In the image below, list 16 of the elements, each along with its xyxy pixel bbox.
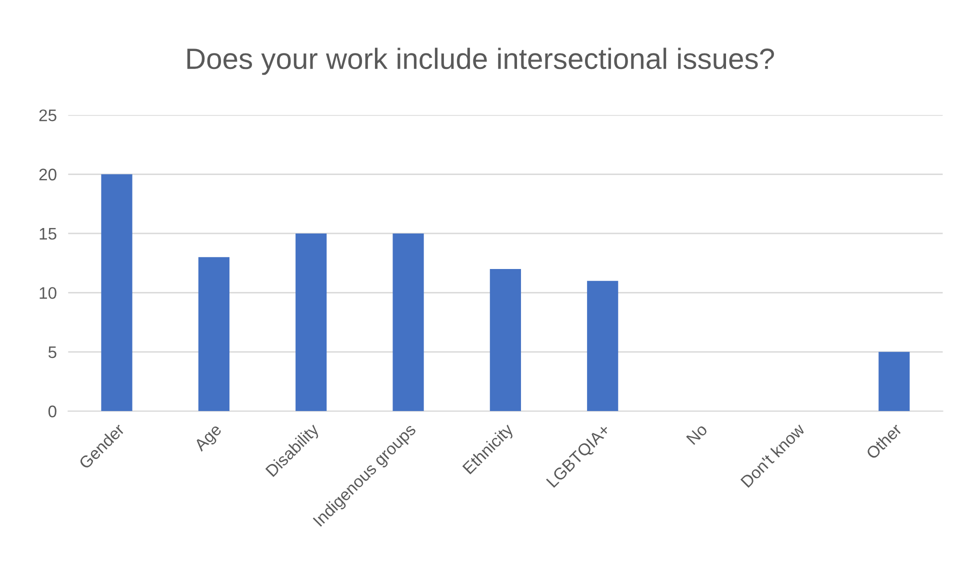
bar <box>490 269 521 412</box>
x-tick-label: No <box>686 423 708 445</box>
bar <box>878 352 910 412</box>
bar <box>392 233 424 412</box>
chart-title: Does your work include intersectional issues? <box>187 48 774 75</box>
y-tick-label: 5 <box>48 346 56 358</box>
y-tick-label: 0 <box>48 406 56 418</box>
y-tick-label: 20 <box>39 168 56 180</box>
bar <box>587 280 618 412</box>
y-tick-label: 25 <box>39 109 56 122</box>
bar <box>296 233 327 412</box>
bar <box>198 257 230 412</box>
x-tick-label: Age <box>193 423 224 454</box>
y-tick-label: 15 <box>40 228 56 240</box>
y-tick-label: 10 <box>40 287 56 299</box>
bar <box>101 174 132 412</box>
